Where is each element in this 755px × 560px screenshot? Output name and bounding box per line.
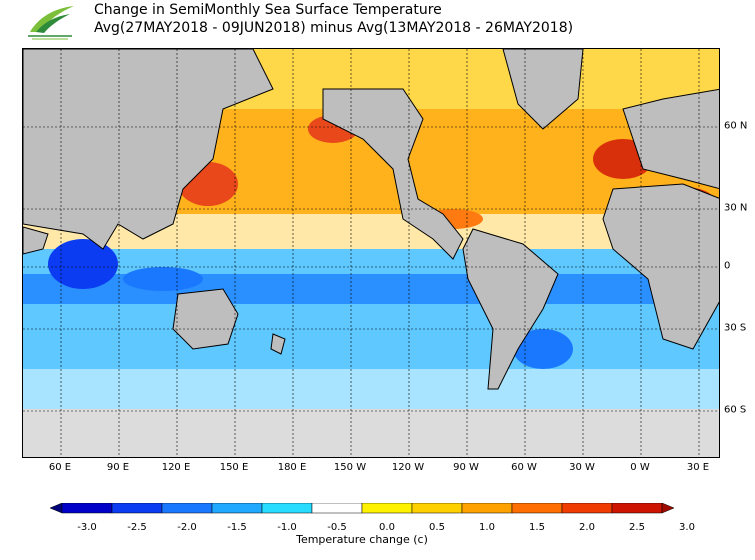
colorbar-title: Temperature change (c) xyxy=(296,533,428,546)
tropical-cool-band xyxy=(23,249,719,369)
colorbar-tick-label: -2.5 xyxy=(127,522,147,533)
longitude-label: 30 W xyxy=(569,462,595,473)
colorbar-tick-label: 0.0 xyxy=(379,522,395,533)
longitude-label: 120 W xyxy=(391,462,425,473)
latitude-label: 60 S xyxy=(724,404,747,416)
colorbar-swatch xyxy=(661,502,675,514)
colorbar-swatch xyxy=(61,502,113,514)
colorbar-swatch xyxy=(261,502,313,514)
longitude-label: 60 E xyxy=(48,462,72,473)
header: Change in SemiMonthly Sea Surface Temper… xyxy=(0,0,755,48)
latitude-label: 30 N xyxy=(724,202,748,214)
colorbar-swatches xyxy=(49,502,675,514)
colorbar-swatch xyxy=(561,502,613,514)
latitude-axis: 60 N 30 N 0 30 S 60 S xyxy=(720,48,755,458)
colorbar-tick-label: 0.5 xyxy=(429,522,445,533)
colorbar-tick-label: -0.5 xyxy=(327,522,347,533)
antarctic-ice xyxy=(23,409,719,457)
colorbar-tick-label: -2.0 xyxy=(177,522,197,533)
maritime-coolspot xyxy=(123,267,203,291)
colorbar-swatch xyxy=(49,502,63,514)
longitude-label: 90 E xyxy=(106,462,130,473)
colorbar-swatch xyxy=(161,502,213,514)
colorbar-tick-label: 2.0 xyxy=(579,522,595,533)
colorbar-tick-label: 2.5 xyxy=(629,522,645,533)
graticule xyxy=(23,49,719,457)
colorbar-swatch xyxy=(361,502,413,514)
colorbar-swatch xyxy=(211,502,263,514)
latitude-label: 0 xyxy=(724,260,731,272)
asia-landmass xyxy=(23,49,274,250)
map-canvas xyxy=(23,49,719,457)
map-title: Change in SemiMonthly Sea Surface Temper… xyxy=(94,2,442,18)
africa-landmass xyxy=(602,183,719,350)
south-atlantic-coolspot xyxy=(513,329,573,369)
north-america-landmass xyxy=(322,88,464,260)
colorbar-swatch xyxy=(461,502,513,514)
longitude-axis: 60 E 90 E 120 E 150 E 180 E 150 W 120 W 90 W 60 … xyxy=(22,462,720,476)
longitude-label: 60 W xyxy=(511,462,537,473)
land-masses xyxy=(23,49,719,390)
southern-band xyxy=(23,369,719,409)
longitude-label: 180 E xyxy=(277,462,307,473)
new-zealand-landmass xyxy=(270,333,286,355)
europe-landmass xyxy=(622,88,719,189)
longitude-label: 0 W xyxy=(630,462,650,473)
sst-anomaly-field xyxy=(23,49,719,457)
colorbar-legend: -3.0 -2.5 -2.0 -1.5 -1.0 -0.5 0.0 0.5 1.0 1.5 2.0 2… xyxy=(49,502,695,546)
sst-change-map xyxy=(22,48,720,458)
colorbar-tick-label: 1.0 xyxy=(479,522,495,533)
map-subtitle: Avg(27MAY2018 - 09JUN2018) minus Avg(13M… xyxy=(94,20,574,36)
latitude-label: 60 N xyxy=(724,120,748,132)
longitude-label: 120 E xyxy=(161,462,191,473)
latitude-label: 30 S xyxy=(724,322,747,334)
colorbar-swatch xyxy=(611,502,663,514)
colorbar-swatch xyxy=(111,502,163,514)
arabia-landmass xyxy=(23,226,49,255)
colorbar-swatch xyxy=(411,502,463,514)
longitude-label: 30 E xyxy=(686,462,710,473)
colorbar-swatch xyxy=(311,502,363,514)
colorbar-tick-label: 3.0 xyxy=(679,522,695,533)
colorbar-swatch xyxy=(511,502,563,514)
colorbar-tick-label: -1.0 xyxy=(277,522,297,533)
colorbar-tick-label: 1.5 xyxy=(529,522,545,533)
indian-ocean-coolspot xyxy=(48,239,118,289)
south-america-landmass xyxy=(462,228,559,390)
bird-logo-icon xyxy=(28,6,74,40)
longitude-label: 150 E xyxy=(219,462,249,473)
colorbar-tick-label: -1.5 xyxy=(227,522,247,533)
colorbar-tick-label: -3.0 xyxy=(77,522,97,533)
longitude-label: 150 W xyxy=(333,462,367,473)
greenland-landmass xyxy=(502,49,584,130)
longitude-label: 90 W xyxy=(453,462,479,473)
